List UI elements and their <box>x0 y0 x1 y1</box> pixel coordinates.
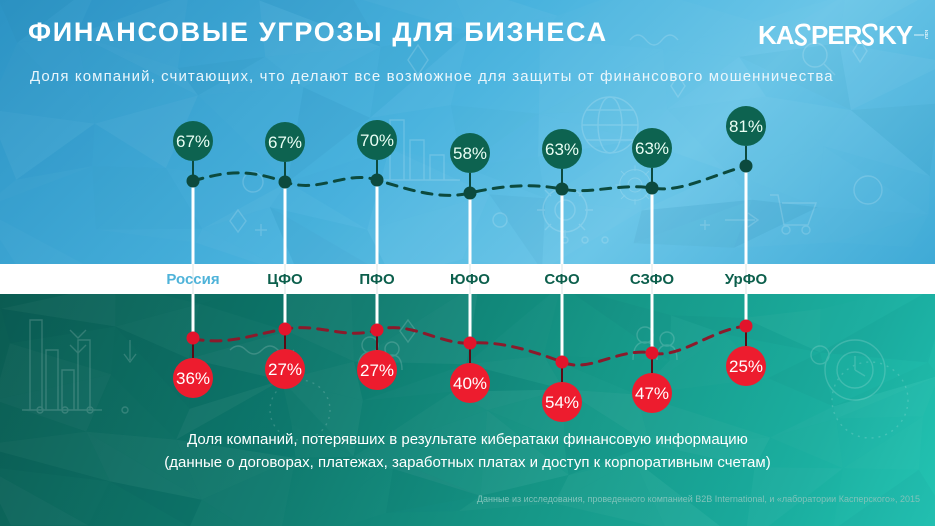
svg-text:25%: 25% <box>729 357 763 376</box>
svg-text:81%: 81% <box>729 117 763 136</box>
svg-text:36%: 36% <box>176 369 210 388</box>
svg-text:67%: 67% <box>176 132 210 151</box>
svg-text:27%: 27% <box>360 361 394 380</box>
svg-text:63%: 63% <box>545 140 579 159</box>
svg-text:27%: 27% <box>268 360 302 379</box>
svg-text:63%: 63% <box>635 139 669 158</box>
svg-text:47%: 47% <box>635 384 669 403</box>
svg-text:40%: 40% <box>453 374 487 393</box>
svg-text:58%: 58% <box>453 144 487 163</box>
svg-text:67%: 67% <box>268 133 302 152</box>
svg-text:70%: 70% <box>360 131 394 150</box>
svg-text:54%: 54% <box>545 393 579 412</box>
